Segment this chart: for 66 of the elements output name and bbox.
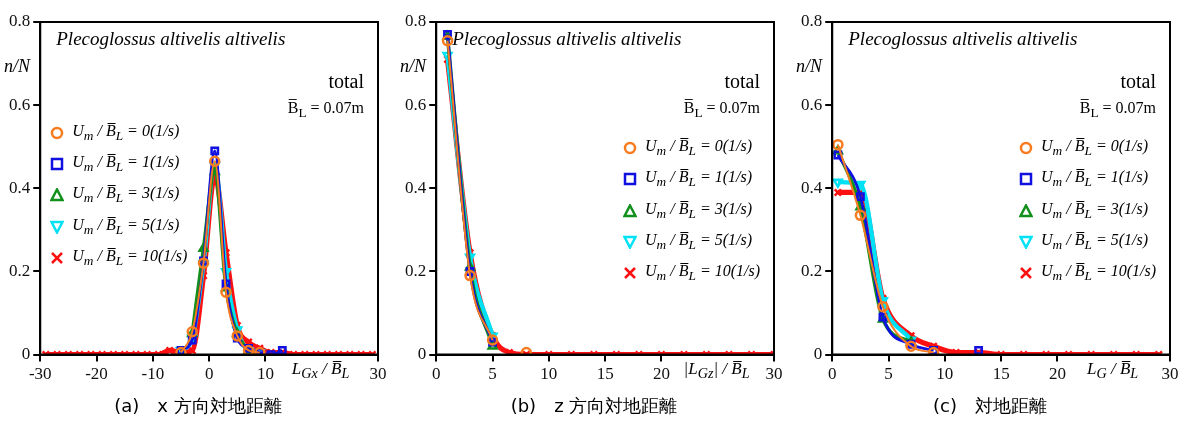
y-axis-title: n/N xyxy=(400,56,427,77)
legend-label: U$_{m}$ / B̅$_{L}$ = 0(1/s) xyxy=(72,122,180,145)
y-tick-label: 0.8 xyxy=(801,11,823,31)
x-tick-label: -20 xyxy=(85,364,108,384)
y-tick-label: 0.8 xyxy=(9,11,31,31)
y-tick-label: 0 xyxy=(21,344,31,364)
x-tick-label: 30 xyxy=(369,364,387,384)
legend-label: U$_{m}$ / B̅$_{L}$ = 5(1/s) xyxy=(645,230,752,253)
x-tick-label: 0 xyxy=(432,364,441,384)
annotation: total xyxy=(328,70,364,93)
x-tick-label: 0 xyxy=(828,364,837,384)
legend-label: U$_{m}$ / B̅$_{L}$ = 3(1/s) xyxy=(1041,199,1148,222)
x-tick-label: 5 xyxy=(488,364,497,384)
y-tick-label: 0.2 xyxy=(801,260,823,280)
legend-label: U$_{m}$ / B̅$_{L}$ = 3(1/s) xyxy=(645,199,752,222)
y-tick-label: 0.2 xyxy=(9,260,31,280)
y-axis-title: n/N xyxy=(4,56,31,77)
x-tick-label: 30 xyxy=(1161,364,1179,384)
legend-label: U$_{m}$ / B̅$_{L}$ = 1(1/s) xyxy=(645,168,752,191)
x-tick-label: 20 xyxy=(1048,364,1066,384)
y-tick-label: 0.6 xyxy=(801,94,823,114)
legend-label: U$_{m}$ / B̅$_{L}$ = 0(1/s) xyxy=(1041,137,1148,160)
x-tick-label: 20 xyxy=(652,364,670,384)
x-tick-label: -10 xyxy=(141,364,165,384)
y-axis-title: n/N xyxy=(796,56,823,77)
annotation: total xyxy=(1120,70,1156,93)
text: (b) z 方向対地距離 xyxy=(509,394,679,418)
x-axis-title: |L$_{Gz}$| / B̅$_{L}$ xyxy=(683,358,750,382)
annotation: Plecoglossus altivelis altivelis xyxy=(56,28,286,50)
x-tick-label: 30 xyxy=(765,364,783,384)
x-tick-label: 10 xyxy=(540,364,558,384)
x-tick-label: 10 xyxy=(936,364,954,384)
x-tick-label: 15 xyxy=(992,364,1010,384)
y-tick-label: 0 xyxy=(417,344,427,364)
legend-label: U$_{m}$ / B̅$_{L}$ = 1(1/s) xyxy=(72,153,180,176)
y-tick-label: 0.6 xyxy=(405,94,427,114)
y-tick-label: 0.6 xyxy=(9,94,31,114)
y-tick-label: 0.2 xyxy=(405,260,427,280)
x-tick-label: 0 xyxy=(204,364,214,384)
legend-label: U$_{m}$ / B̅$_{L}$ = 5(1/s) xyxy=(1041,230,1148,253)
annotation: B̅$_{L}$ = 0.07m xyxy=(683,99,760,122)
legend-label: U$_{m}$ / B̅$_{L}$ = 3(1/s) xyxy=(72,184,180,207)
y-tick-label: 0 xyxy=(813,344,823,364)
x-tick-label: 10 xyxy=(256,364,274,384)
annotation: B̅$_{L}$ = 0.07m xyxy=(1079,99,1156,122)
legend-label: U$_{m}$ / B̅$_{L}$ = 10(1/s) xyxy=(1041,261,1156,285)
text: (a) x 方向対地距離 xyxy=(113,394,283,418)
text: (c) 対地距離 xyxy=(932,394,1048,418)
legend-label: U$_{m}$ / B̅$_{L}$ = 1(1/s) xyxy=(1041,168,1148,191)
annotation: Plecoglossus altivelis altivelis xyxy=(848,28,1078,50)
x-tick-label: 15 xyxy=(596,364,614,384)
legend-label: U$_{m}$ / B̅$_{L}$ = 10(1/s) xyxy=(72,246,188,269)
x-axis-title: L$_{Gx}$ / B̅$_{L}$ xyxy=(291,358,350,382)
legend-label: U$_{m}$ / B̅$_{L}$ = 5(1/s) xyxy=(72,215,180,238)
annotation: Plecoglossus altivelis altivelis xyxy=(452,28,682,50)
x-tick-label: -30 xyxy=(28,364,52,384)
x-axis-title: L$_{G}$ / B̅$_{L}$ xyxy=(1086,358,1139,382)
y-tick-label: 0.8 xyxy=(405,11,427,31)
y-tick-label: 0.4 xyxy=(405,177,427,197)
annotation: B̅$_{L}$ = 0.07m xyxy=(287,99,364,122)
x-tick-label: 5 xyxy=(884,364,893,384)
legend-label: U$_{m}$ / B̅$_{L}$ = 0(1/s) xyxy=(645,137,752,160)
legend-label: U$_{m}$ / B̅$_{L}$ = 10(1/s) xyxy=(645,261,760,285)
y-tick-label: 0.4 xyxy=(9,177,31,197)
y-tick-label: 0.4 xyxy=(801,177,823,197)
annotation: total xyxy=(724,70,760,93)
